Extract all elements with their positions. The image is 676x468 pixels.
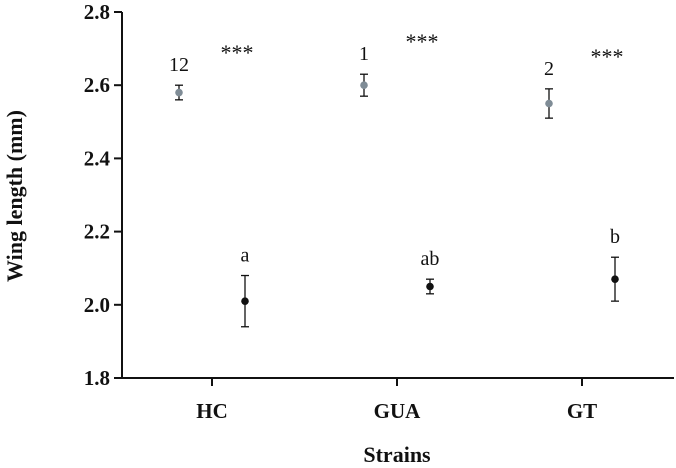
x-axis: HC GUA GT	[121, 377, 674, 423]
x-axis-title: Strains	[363, 442, 431, 467]
y-axis-title: Wing length (mm)	[2, 110, 27, 282]
data-point	[175, 88, 183, 97]
data-point	[241, 297, 249, 305]
x-tick-label: GUA	[374, 399, 422, 423]
y-tick-label: 2.0	[84, 293, 110, 317]
y-axis: 1.8 2.0 2.2 2.4 2.6 2.8	[84, 0, 123, 390]
point-label: ab	[421, 248, 440, 270]
point-label: 12	[169, 54, 189, 76]
point-label: b	[610, 226, 620, 248]
y-tick-label: 2.6	[84, 73, 110, 97]
data-point	[545, 99, 553, 108]
data-point	[360, 81, 368, 89]
y-tick-label: 2.2	[84, 220, 110, 244]
x-tick-label: HC	[196, 399, 228, 423]
significance-label: ***	[591, 44, 624, 69]
point-label: a	[241, 245, 250, 267]
point-label: 1	[359, 43, 369, 65]
data-point	[611, 275, 619, 283]
significance-label: ***	[221, 40, 254, 65]
y-tick-label: 2.4	[84, 146, 111, 170]
y-tick-label: 1.8	[84, 366, 110, 390]
point-label: 2	[544, 58, 554, 80]
y-ticks: 1.8 2.0 2.2 2.4 2.6 2.8	[84, 0, 122, 390]
data-marks: 12 12a abb*** ******	[169, 29, 624, 328]
x-tick-label: GT	[567, 399, 597, 423]
x-ticks: HC GUA GT	[196, 378, 597, 423]
data-point	[426, 282, 434, 291]
significance-label: ***	[406, 29, 439, 54]
y-tick-label: 2.8	[84, 0, 110, 24]
